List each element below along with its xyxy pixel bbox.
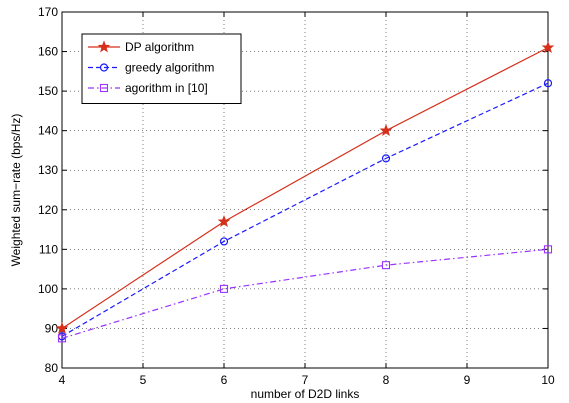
series-3	[57, 245, 553, 343]
series-1-point	[541, 40, 555, 53]
legend-marker-3	[99, 83, 109, 93]
x-tick-label: 4	[59, 373, 66, 387]
legend-label-2: greedy algorithm	[125, 61, 214, 75]
legend-marker-2	[99, 63, 109, 72]
series-1-point	[379, 124, 393, 137]
series-3-line	[61, 248, 549, 339]
x-axis-ticks: 4 5 6 7 8 9 10	[59, 12, 555, 387]
x-tick-label: 9	[464, 373, 471, 387]
x-tick-label: 8	[383, 373, 390, 387]
x-tick-label: 10	[541, 373, 555, 387]
x-tick-label: 7	[302, 373, 309, 387]
y-tick-label: 150	[38, 84, 58, 98]
series-2-point	[381, 154, 391, 163]
y-tick-label: 100	[38, 282, 58, 296]
series-2-point	[543, 79, 553, 88]
series-3-point	[381, 261, 391, 270]
x-tick-label: 6	[221, 373, 228, 387]
y-tick-label: 80	[45, 361, 59, 375]
data-series	[55, 40, 555, 343]
series-3-point	[543, 245, 553, 254]
grid-lines	[62, 12, 548, 368]
y-tick-label: 160	[38, 45, 58, 59]
x-axis-title: number of D2D links	[251, 387, 360, 401]
y-axis-title: Weighted sum−rate (bps/Hz)	[9, 114, 23, 267]
y-tick-label: 130	[38, 163, 58, 177]
series-3-point	[219, 284, 229, 293]
x-tick-label: 5	[140, 373, 147, 387]
legend-marker-1	[97, 40, 111, 53]
y-tick-label: 120	[38, 203, 58, 217]
series-1	[55, 40, 555, 334]
y-tick-label: 140	[38, 124, 58, 138]
series-1-point	[55, 321, 69, 334]
legend: DP algorithm greedy algorithm agorithm in …	[81, 33, 242, 104]
legend-label-3: agorithm in [10]	[125, 81, 208, 95]
series-2-point	[219, 237, 229, 246]
legend-label-1: DP algorithm	[125, 40, 194, 54]
y-tick-label: 170	[38, 5, 58, 19]
series-2-line	[61, 82, 549, 337]
y-axis-ticks: 80 90 100 110 120 130 140 150 160 170	[38, 5, 548, 375]
y-tick-label: 110	[39, 242, 58, 256]
y-tick-label: 90	[45, 321, 59, 335]
series-1-line	[61, 47, 549, 329]
series-3-point	[57, 334, 67, 343]
series-1-point	[217, 214, 231, 228]
